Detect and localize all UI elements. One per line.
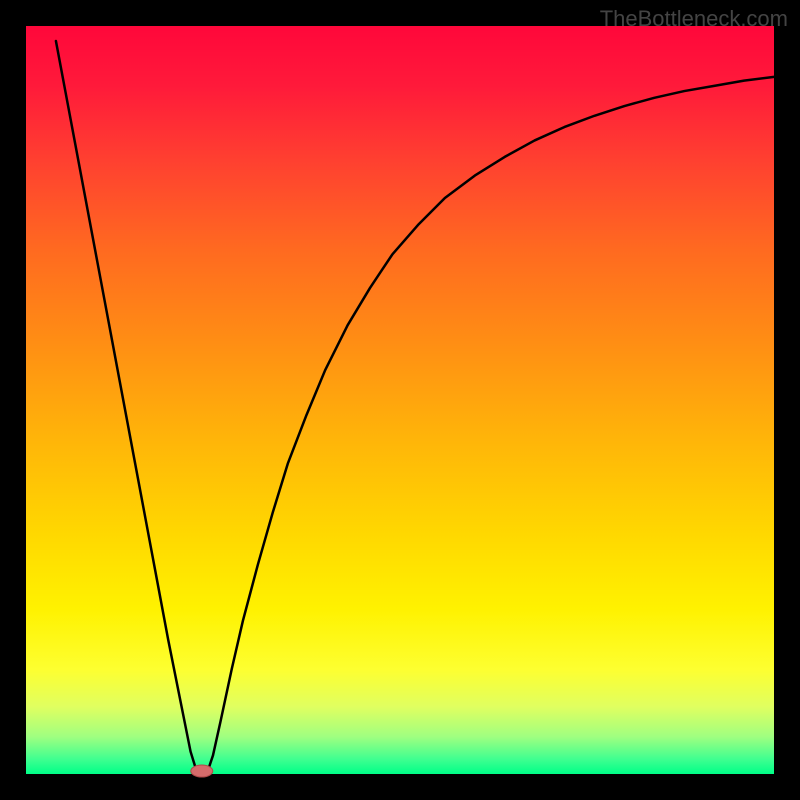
chart-svg [0,0,800,800]
watermark-text: TheBottleneck.com [600,6,788,32]
plot-background [26,26,774,774]
min-marker [191,765,213,777]
bottleneck-chart: TheBottleneck.com [0,0,800,800]
